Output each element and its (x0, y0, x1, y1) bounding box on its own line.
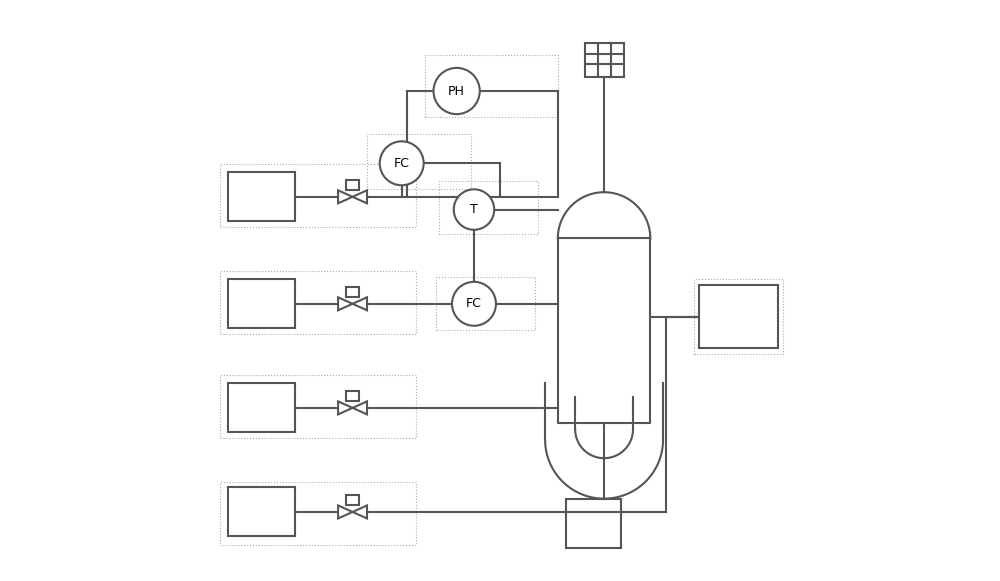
Bar (220, 482, 416, 545)
Bar (346, 287, 359, 297)
Bar (228, 487, 295, 536)
Bar (220, 271, 416, 334)
Bar (558, 238, 650, 424)
Bar (436, 277, 535, 330)
Circle shape (454, 189, 494, 230)
Circle shape (434, 68, 480, 114)
Bar (220, 375, 416, 438)
Polygon shape (353, 191, 367, 203)
Bar (228, 172, 295, 221)
Bar (228, 383, 295, 432)
Bar (346, 391, 359, 401)
Bar (367, 134, 471, 189)
Bar (566, 498, 621, 548)
Polygon shape (338, 401, 353, 414)
Bar (346, 180, 359, 191)
Bar (585, 43, 624, 77)
Text: T: T (470, 203, 478, 216)
Polygon shape (338, 505, 353, 518)
Bar (694, 279, 783, 354)
Text: FC: FC (466, 297, 482, 310)
Bar (699, 285, 778, 349)
Bar (346, 496, 359, 505)
Circle shape (380, 141, 424, 185)
Polygon shape (353, 505, 367, 518)
Polygon shape (353, 401, 367, 414)
Polygon shape (338, 297, 353, 310)
Bar (220, 164, 416, 227)
Circle shape (452, 282, 496, 326)
Text: PH: PH (448, 84, 465, 98)
Text: FC: FC (394, 157, 410, 170)
Bar (425, 55, 558, 117)
Bar (228, 279, 295, 328)
Bar (439, 181, 538, 234)
Polygon shape (353, 297, 367, 310)
Polygon shape (338, 191, 353, 203)
